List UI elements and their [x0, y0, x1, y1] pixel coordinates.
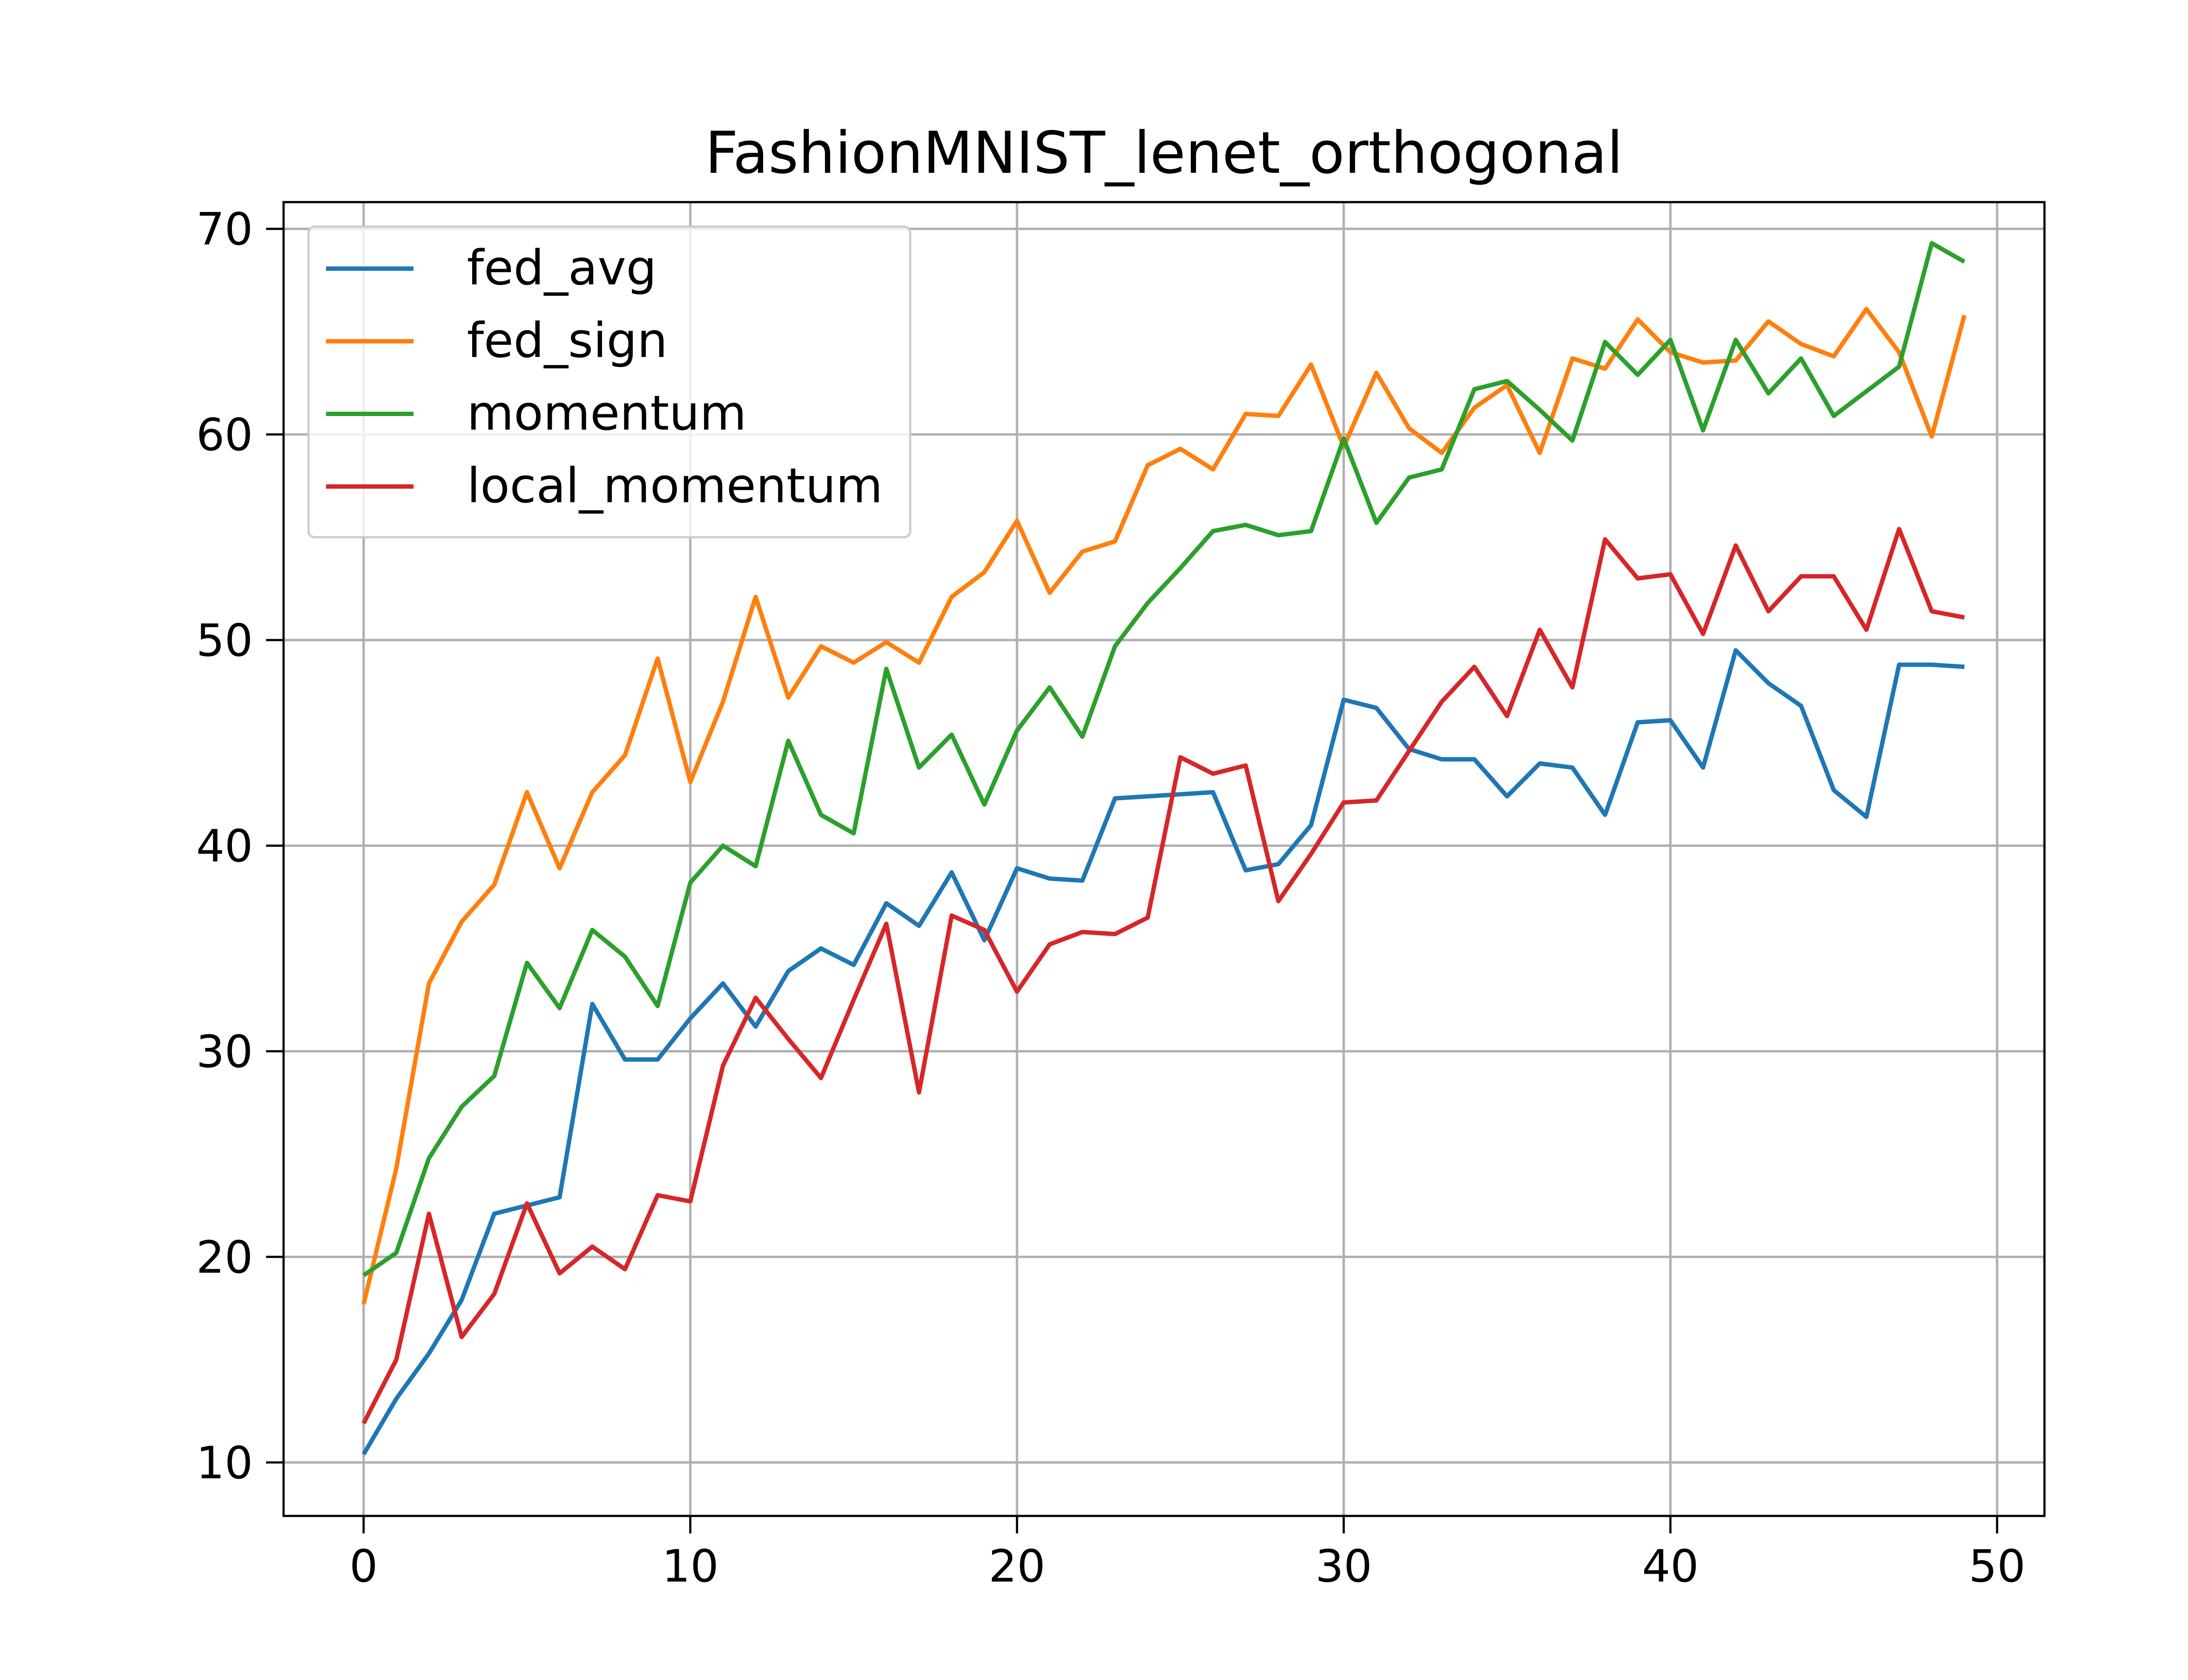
- y-tick-label: 10: [196, 1437, 253, 1489]
- axis-ticks: 0 10 20 30 40 50 10 20 30 40 50 60 70: [196, 203, 2025, 1592]
- series-lines: [361, 241, 1967, 1456]
- legend-box: [307, 225, 912, 539]
- y-tick-label: 70: [196, 203, 253, 256]
- x-tick-label: 0: [349, 1540, 378, 1592]
- legend-label: momentum: [467, 385, 747, 441]
- x-tick-label: 20: [989, 1540, 1045, 1592]
- series-line-local-momentum: [361, 527, 1965, 1424]
- x-tick-label: 30: [1315, 1540, 1372, 1592]
- y-tick-label: 40: [196, 820, 253, 872]
- chart-title: FashionMNIST_lenet_orthogonal: [705, 119, 1623, 187]
- x-tick-label: 50: [1969, 1540, 2026, 1592]
- series-line-fed-sign: [361, 307, 1967, 1305]
- y-tick-label: 20: [196, 1232, 253, 1284]
- series-line-momentum: [362, 241, 1966, 1278]
- legend-label: fed_avg: [467, 240, 657, 296]
- y-tick-label: 60: [196, 409, 253, 461]
- x-tick-label: 10: [662, 1540, 719, 1592]
- y-tick-label: 50: [196, 615, 253, 667]
- legend-label: fed_sign: [467, 312, 668, 368]
- plot-frame: [282, 201, 2046, 1517]
- series-line-fed-avg: [361, 648, 1965, 1456]
- legend: fed_avg fed_sign momentum local_momentum: [307, 225, 912, 539]
- y-tick-label: 30: [196, 1026, 253, 1078]
- legend-label: local_momentum: [467, 458, 883, 514]
- x-tick-label: 40: [1642, 1540, 1699, 1592]
